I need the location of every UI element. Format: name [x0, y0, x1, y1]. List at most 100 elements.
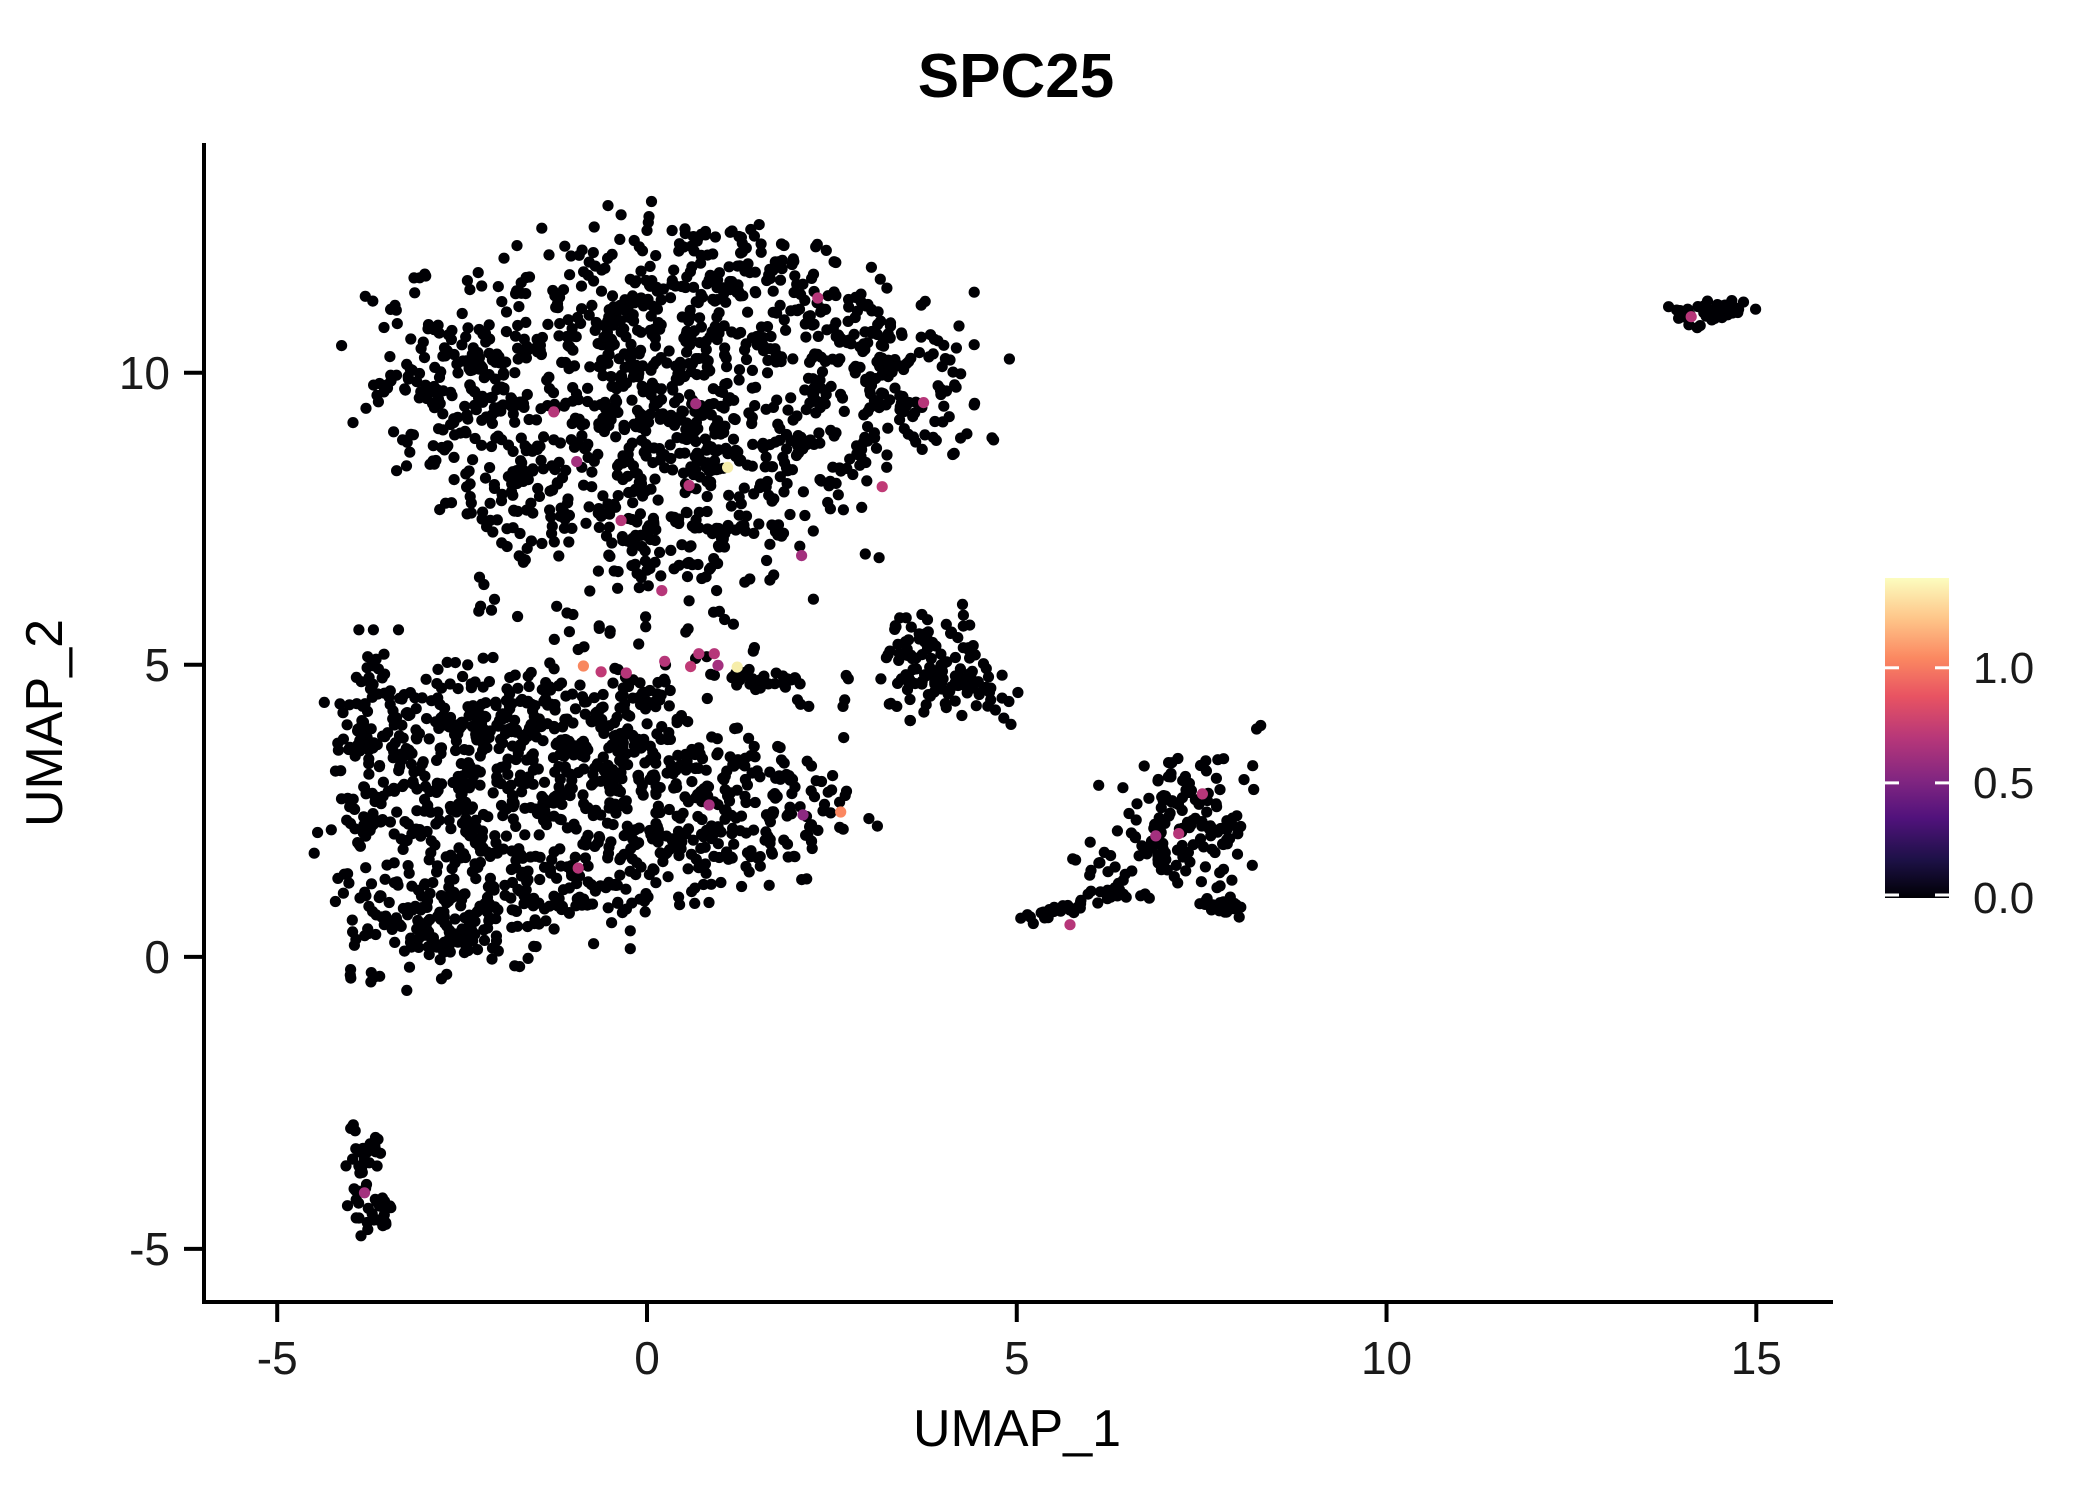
data-point [1195, 876, 1207, 888]
data-point [523, 271, 536, 283]
data-point [652, 494, 664, 506]
data-point [488, 884, 500, 896]
data-point [441, 968, 453, 980]
data-point [467, 454, 479, 466]
data-point [630, 869, 642, 881]
data-point [587, 247, 599, 259]
data-point [792, 430, 804, 442]
data-point [365, 878, 378, 890]
data-point [500, 306, 513, 318]
data-point [645, 310, 657, 322]
data-point [548, 720, 560, 733]
data-point [312, 826, 324, 839]
data-point [596, 354, 608, 366]
data-point [523, 680, 535, 693]
data-point [719, 613, 731, 626]
data-point [663, 416, 675, 428]
data-point [387, 713, 399, 725]
data-point [727, 618, 740, 630]
data-point [1180, 865, 1192, 877]
data-point [695, 321, 708, 333]
data-point [543, 383, 556, 395]
data-point [501, 540, 513, 553]
data-point [967, 682, 979, 694]
data-point [693, 862, 705, 874]
data-point [623, 442, 635, 454]
data-point [810, 775, 822, 787]
data-point [456, 817, 469, 829]
data-point [543, 900, 556, 912]
data-point [1168, 871, 1180, 883]
data-point [476, 414, 488, 426]
data-point [692, 297, 704, 309]
data-point [635, 326, 647, 338]
data-point [335, 765, 347, 777]
data-point [807, 525, 819, 537]
data-point [568, 441, 581, 453]
data-point [368, 1214, 380, 1226]
data-point [336, 340, 348, 352]
data-point [497, 843, 509, 855]
data-point [538, 431, 550, 443]
data-point [474, 750, 486, 762]
data-point [1235, 820, 1247, 833]
data-point [688, 281, 700, 293]
data-point [624, 943, 636, 955]
data-point [762, 354, 774, 366]
data-point [406, 828, 418, 840]
data-point [772, 519, 785, 531]
data-point [462, 944, 474, 957]
data-point [728, 838, 740, 850]
data-point [464, 830, 476, 842]
data-point [527, 748, 539, 760]
data-point [365, 723, 377, 735]
data-point [735, 498, 747, 510]
data-point [746, 417, 758, 430]
data-point [518, 890, 530, 902]
data-point [626, 394, 638, 406]
data-point [767, 306, 779, 318]
data-point [996, 669, 1008, 681]
data-point [612, 582, 624, 594]
data-point [432, 663, 444, 676]
data-point [350, 671, 362, 684]
data-point [761, 554, 773, 567]
data-point [583, 309, 595, 321]
data-point [1003, 353, 1016, 365]
data-point [375, 890, 387, 902]
data-point [633, 837, 645, 849]
data-point [627, 497, 639, 509]
data-point [416, 692, 428, 704]
data-point [963, 642, 975, 654]
data-point [366, 691, 378, 703]
data-point [699, 841, 711, 853]
data-point [465, 803, 477, 815]
data-point [782, 851, 794, 863]
data-point [754, 771, 766, 783]
highlighted-data-point [577, 660, 590, 672]
data-point [433, 814, 445, 826]
data-point [418, 352, 431, 364]
data-point [626, 513, 638, 526]
data-point [522, 952, 534, 965]
data-point [988, 434, 1000, 446]
data-point [509, 669, 521, 681]
data-point [402, 909, 414, 921]
data-point [546, 527, 558, 540]
data-point [654, 413, 666, 425]
data-point [534, 873, 546, 886]
data-point [638, 686, 651, 699]
data-point [902, 676, 915, 688]
data-point [478, 724, 490, 736]
data-point [471, 822, 483, 834]
data-point [839, 789, 851, 802]
data-point [695, 257, 707, 269]
data-point [438, 894, 450, 906]
data-point [856, 438, 868, 450]
data-point [665, 759, 677, 772]
highlighted-data-point [685, 661, 697, 673]
data-point [1233, 901, 1245, 913]
x-axis-title: UMAP_1 [913, 1400, 1121, 1458]
data-point [655, 294, 667, 306]
data-point [1184, 856, 1196, 868]
